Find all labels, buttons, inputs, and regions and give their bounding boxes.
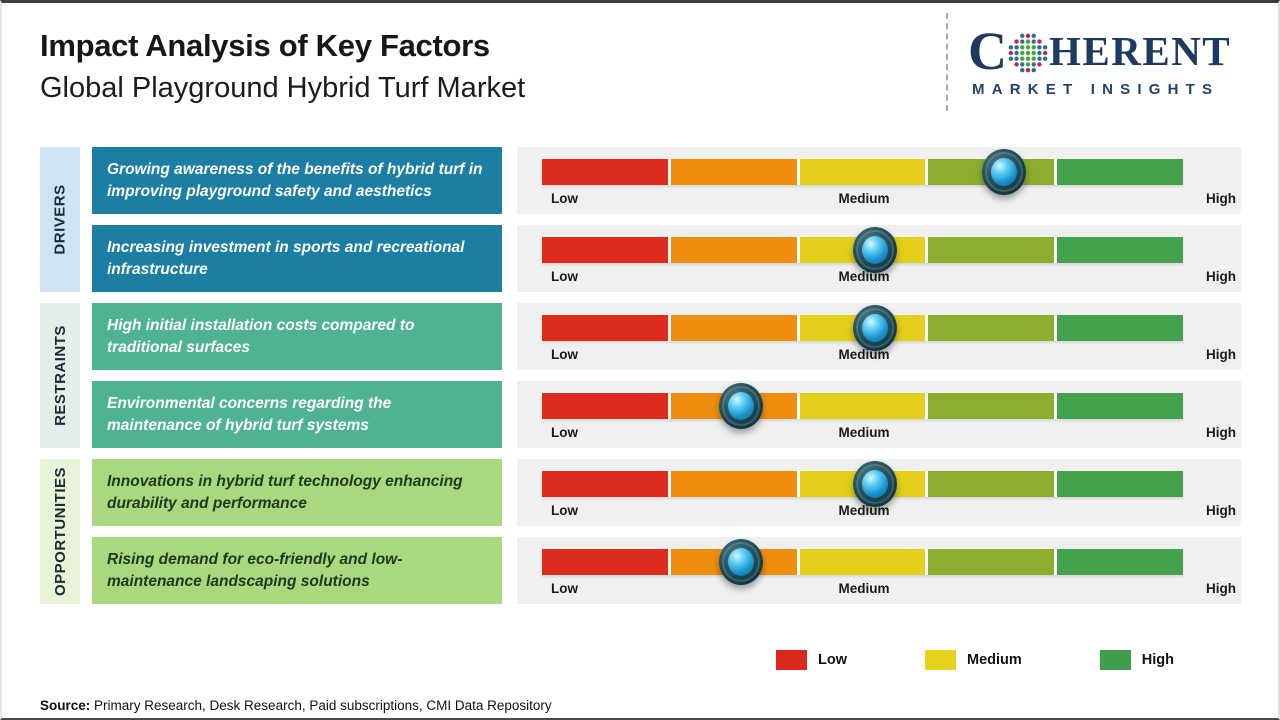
legend-item-high: High <box>1099 650 1174 670</box>
legend-item-medium: Medium <box>925 650 1022 670</box>
scale-label-high: High <box>1206 191 1236 206</box>
category-strip-drivers: DRIVERS <box>40 147 80 292</box>
impact-bar-panel: Low Medium High <box>517 537 1241 604</box>
scale-label-low: Low <box>551 425 578 440</box>
factor-box: Innovations in hybrid turf technology en… <box>92 459 502 526</box>
legend-swatch-high <box>1099 650 1131 670</box>
scale-label-low: Low <box>551 581 578 596</box>
legend-label: Low <box>818 652 847 668</box>
legend-label: High <box>1141 652 1174 668</box>
scale-label-low: Low <box>551 191 578 206</box>
factor-box: Growing awareness of the benefits of hyb… <box>92 147 502 214</box>
impact-marker <box>718 383 763 429</box>
scale-label-high: High <box>1206 347 1236 362</box>
factor-box: Rising demand for eco-friendly and low-m… <box>92 537 502 604</box>
impact-marker <box>853 461 898 507</box>
impact-scale-bar <box>542 227 1183 273</box>
impact-matrix: DRIVERS RESTRAINTS OPPORTUNITIES Growing… <box>40 147 1241 604</box>
impact-bar-column: Low Medium High Low Medium High <box>517 147 1241 604</box>
scale-labels: Low Medium High <box>542 503 1241 521</box>
category-column: DRIVERS RESTRAINTS OPPORTUNITIES <box>40 147 80 604</box>
impact-bar-panel: Low Medium High <box>517 459 1241 526</box>
logo-letter-c: C <box>968 20 1007 81</box>
factor-column: Growing awareness of the benefits of hyb… <box>92 147 502 604</box>
source-prefix: Source: <box>40 698 91 713</box>
impact-scale-bar <box>542 461 1183 507</box>
scale-labels: Low Medium High <box>542 191 1241 209</box>
source-line: Source: Primary Research, Desk Research,… <box>40 698 1278 713</box>
scale-label-high: High <box>1206 503 1236 518</box>
coherent-market-insights-logo: C <box>946 13 1278 111</box>
impact-scale-bar <box>542 539 1183 585</box>
scale-label-low: Low <box>551 503 578 518</box>
category-strip-opportunities: OPPORTUNITIES <box>40 459 80 604</box>
legend-swatch-medium <box>925 650 956 670</box>
category-label: DRIVERS <box>51 184 69 255</box>
scale-label-low: Low <box>551 347 578 362</box>
impact-bar-panel: Low Medium High <box>517 225 1241 292</box>
factor-box: Environmental concerns regarding the mai… <box>92 381 502 448</box>
legend-item-low: Low <box>776 650 847 670</box>
impact-marker <box>853 305 898 351</box>
impact-scale-bar <box>542 149 1183 195</box>
impact-marker <box>981 149 1026 195</box>
impact-scale-bar <box>542 383 1183 429</box>
legend-swatch-low <box>776 650 807 670</box>
header: Impact Analysis of Key Factors Global Pl… <box>2 3 1278 111</box>
impact-bar-panel: Low Medium High <box>517 303 1241 370</box>
legend-label: Medium <box>967 652 1022 668</box>
scale-labels: Low Medium High <box>542 425 1241 443</box>
title-block: Impact Analysis of Key Factors Global Pl… <box>2 3 946 111</box>
page-title: Impact Analysis of Key Factors <box>40 28 490 63</box>
scale-labels: Low Medium High <box>542 347 1241 365</box>
factor-box: High initial installation costs compared… <box>92 303 502 370</box>
page-subtitle: Global Playground Hybrid Turf Market <box>40 71 526 104</box>
scale-labels: Low Medium High <box>542 581 1241 599</box>
scale-label-medium: Medium <box>838 191 890 206</box>
impact-bar-panel: Low Medium High <box>517 381 1241 448</box>
scale-label-high: High <box>1206 581 1236 596</box>
scale-label-high: High <box>1206 425 1236 440</box>
category-strip-restraints: RESTRAINTS <box>40 303 80 448</box>
impact-marker <box>853 227 898 273</box>
scale-label-low: Low <box>551 269 578 284</box>
scale-label-medium: Medium <box>838 425 890 440</box>
scale-label-high: High <box>1206 269 1236 284</box>
logo-tagline: MARKET INSIGHTS <box>972 81 1220 99</box>
scale-labels: Low Medium High <box>542 269 1241 287</box>
category-label: OPPORTUNITIES <box>51 466 69 597</box>
logo-wordmark: C <box>968 20 1278 81</box>
factor-box: Increasing investment in sports and recr… <box>92 225 502 292</box>
dotted-globe-icon <box>1008 34 1048 73</box>
scale-label-medium: Medium <box>838 581 890 596</box>
impact-bar-panel: Low Medium High <box>517 147 1241 214</box>
logo-wordmark-rest: HERENT <box>1049 27 1232 74</box>
legend: Low Medium High <box>2 650 1174 670</box>
impact-marker <box>718 539 763 585</box>
impact-scale-bar <box>542 305 1183 351</box>
source-text: Primary Research, Desk Research, Paid su… <box>90 698 552 713</box>
category-label: RESTRAINTS <box>51 325 69 426</box>
